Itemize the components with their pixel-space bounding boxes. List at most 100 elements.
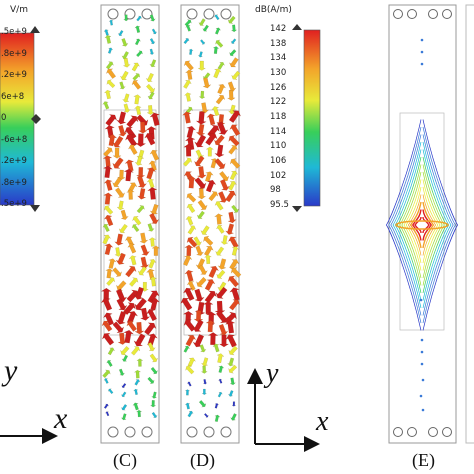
panel-d-field-arrows [180, 14, 242, 423]
panel-c [100, 4, 161, 444]
field-arrow [147, 91, 155, 100]
field-arrow [185, 216, 194, 226]
contour-dot [420, 62, 424, 66]
field-arrow [119, 81, 126, 90]
field-arrow [115, 310, 127, 325]
field-arrow [136, 188, 147, 200]
field-arrow [127, 144, 138, 156]
field-arrow [229, 158, 241, 169]
field-arrow [217, 258, 227, 270]
field-arrow [104, 34, 112, 44]
colorbar-left-unit: V/m [10, 5, 28, 15]
field-arrow [197, 51, 204, 58]
field-arrow [227, 275, 240, 288]
field-arrow [145, 268, 156, 280]
field-arrow [231, 401, 237, 407]
panel-e-contours [385, 38, 459, 412]
field-arrow [127, 243, 137, 254]
field-arrow [184, 19, 192, 27]
colorbar-left-gradient [0, 32, 35, 206]
field-arrow [231, 246, 240, 256]
field-arrow [187, 410, 194, 418]
field-arrow [146, 178, 155, 189]
contour-line [422, 216, 430, 234]
field-arrow [149, 14, 156, 22]
field-arrow [186, 203, 196, 214]
field-arrow [118, 223, 128, 234]
field-arrow [185, 24, 192, 32]
field-arrow [106, 79, 116, 89]
field-arrow [208, 191, 219, 202]
field-arrow [186, 381, 192, 387]
field-arrow [106, 276, 116, 287]
field-arrow [194, 177, 207, 190]
field-arrow [182, 287, 195, 302]
field-arrow [216, 353, 225, 364]
field-arrow [183, 92, 192, 102]
colorbar-right-tick: 95.5 [270, 200, 289, 210]
colorbar-left-tick: 0 [1, 113, 7, 123]
field-arrow [186, 176, 197, 189]
field-arrow [133, 388, 139, 396]
field-arrow [123, 103, 131, 113]
field-arrow [182, 255, 193, 267]
field-arrow [108, 258, 117, 269]
field-arrow [195, 111, 207, 125]
field-arrow [229, 259, 240, 270]
field-arrow [112, 176, 122, 188]
field-arrow [230, 413, 237, 421]
field-arrow [118, 368, 126, 376]
field-arrow [183, 143, 194, 157]
field-arrow [201, 388, 208, 396]
field-arrow [104, 243, 114, 256]
field-arrow [208, 265, 220, 279]
contour-line [422, 164, 445, 286]
field-arrow [184, 69, 194, 80]
field-arrow [198, 264, 208, 275]
field-arrow [106, 360, 113, 367]
colorbar-right-tick: 110 [270, 141, 287, 152]
field-arrow [123, 329, 135, 344]
field-arrow [204, 171, 214, 183]
field-arrow [205, 146, 215, 157]
colorbar-left-bottom-marker [30, 205, 40, 212]
contour-dot [421, 378, 425, 382]
contour-line [422, 156, 448, 294]
field-arrow [102, 101, 110, 110]
field-arrow [230, 38, 237, 45]
panel-c-field-arrows [100, 14, 161, 421]
contour-line [422, 179, 441, 271]
field-arrow [227, 211, 237, 224]
contour-dot [420, 338, 424, 342]
field-arrow [214, 201, 224, 211]
field-arrow [137, 266, 147, 276]
field-arrow [116, 280, 127, 291]
field-arrow [134, 38, 142, 46]
field-arrow [226, 357, 235, 367]
field-arrow [184, 402, 191, 410]
field-arrow [103, 378, 109, 384]
field-arrow [149, 400, 157, 408]
field-arrow [112, 157, 124, 169]
next-panel-edge [465, 4, 474, 444]
field-arrow [227, 236, 239, 249]
field-arrow [197, 60, 207, 71]
field-arrow [184, 244, 194, 257]
field-arrow [149, 59, 157, 68]
contour-dot [420, 350, 424, 354]
panel-e [385, 4, 474, 444]
field-arrow [136, 358, 144, 367]
field-arrow [225, 334, 237, 348]
field-arrow [186, 125, 197, 139]
contour-line [422, 126, 456, 324]
contour-line [396, 156, 422, 294]
field-arrow [121, 51, 129, 60]
contour-line [405, 186, 422, 264]
field-arrow [149, 48, 155, 55]
field-arrow [202, 24, 209, 32]
field-arrow [183, 319, 196, 332]
field-arrow [123, 302, 136, 316]
field-arrow [187, 225, 197, 235]
field-arrow [217, 62, 226, 70]
field-arrow [197, 199, 208, 211]
